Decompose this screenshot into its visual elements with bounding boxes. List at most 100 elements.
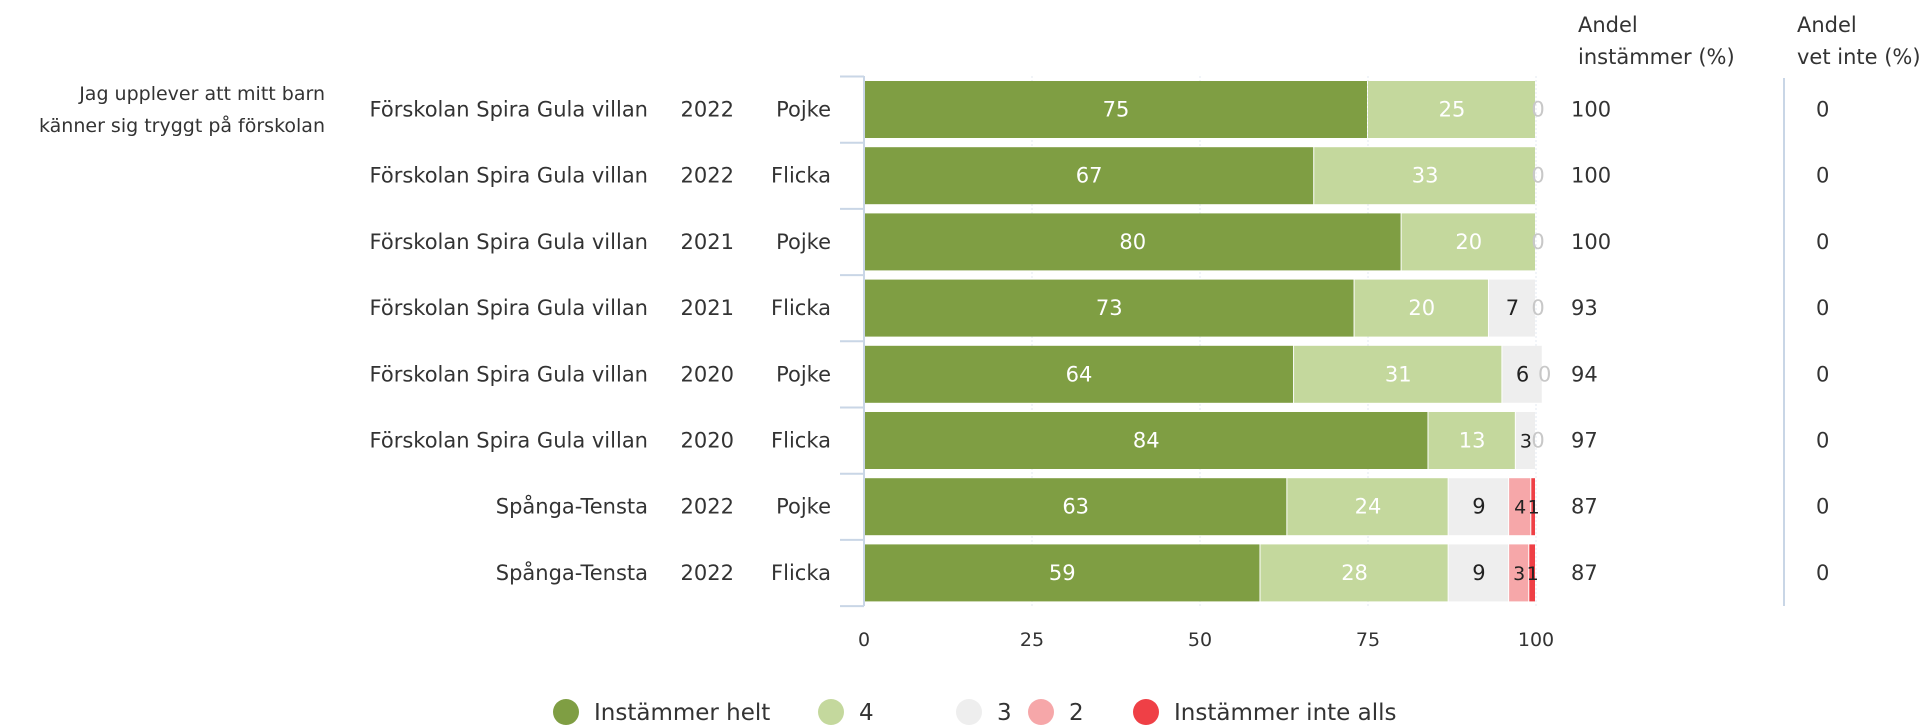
x-tick-label: 50 <box>1188 629 1212 651</box>
andel-instammer-value: 87 <box>1571 561 1598 585</box>
legend-label: Instämmer helt <box>594 700 770 726</box>
bar-value-label: 0 <box>1531 230 1544 254</box>
bar-value-label: 3 <box>1520 431 1532 453</box>
bar-segment <box>864 279 1354 337</box>
header-andel-instammer-line-2: instämmer (%) <box>1578 45 1735 69</box>
legend-label: Instämmer inte alls <box>1174 700 1397 726</box>
question-line-1: Jag upplever att mitt barn <box>78 83 325 105</box>
andel-vet-inte-value: 0 <box>1816 429 1829 453</box>
bar-segment <box>1515 412 1535 469</box>
row-gender-label: Flicka <box>771 296 831 320</box>
bar-value-label: 1 <box>1527 563 1539 585</box>
legend-swatch <box>553 699 579 725</box>
row-gender-label: Pojke <box>776 362 831 386</box>
bar-value-label: 75 <box>1103 98 1130 122</box>
x-tick-label: 0 <box>858 629 870 651</box>
bar-value-label: 0 <box>1531 429 1544 453</box>
bar-segment <box>864 478 1287 536</box>
legend-label: 4 <box>859 700 874 726</box>
andel-instammer-value: 93 <box>1571 296 1598 320</box>
row-unit-label: Förskolan Spira Gula villan <box>370 230 648 254</box>
row-year-label: 2021 <box>681 230 734 254</box>
bar-value-label: 80 <box>1119 230 1146 254</box>
row-unit-label: Förskolan Spira Gula villan <box>370 98 648 122</box>
andel-instammer-value: 94 <box>1571 362 1598 386</box>
row-unit-label: Förskolan Spira Gula villan <box>370 296 648 320</box>
row-year-label: 2020 <box>681 429 734 453</box>
row-gender-label: Pojke <box>776 495 831 519</box>
row-gender-label: Flicka <box>771 561 831 585</box>
andel-instammer-value: 97 <box>1571 429 1598 453</box>
row-labels: Förskolan Spira Gula villan 2022 Pojke 100 0… <box>370 98 1830 585</box>
bars: 75 25 067 33 080 20 073 20 7 064 31 6 084 13 3 063 24 9 4 1… <box>864 81 1551 602</box>
row-unit-label: Spånga-Tensta <box>496 560 648 585</box>
bar-segment <box>1287 478 1448 536</box>
bar-segment <box>1401 213 1535 271</box>
bar-value-label: 67 <box>1076 164 1103 188</box>
bar-segment <box>864 81 1367 138</box>
header-andel-instammer-line-1: Andel <box>1578 13 1638 37</box>
bar-value-label: 20 <box>1455 230 1482 254</box>
row-year-label: 2022 <box>681 561 734 585</box>
bar-value-label: 1 <box>1528 497 1540 519</box>
bar-value-label: 6 <box>1516 362 1529 386</box>
legend-swatch <box>818 699 844 725</box>
row-unit-label: Förskolan Spira Gula villan <box>370 164 648 188</box>
bar-value-label: 24 <box>1355 495 1382 519</box>
andel-vet-inte-value: 0 <box>1816 296 1829 320</box>
header-andel-vet-inte-line-1: Andel <box>1797 13 1857 37</box>
bar-value-label: 20 <box>1408 296 1435 320</box>
legend-label: 2 <box>1069 700 1084 726</box>
andel-instammer-value: 87 <box>1571 495 1598 519</box>
bar-value-label: 3 <box>1513 563 1525 585</box>
bar-segment <box>1531 478 1535 536</box>
row-year-label: 2022 <box>681 164 734 188</box>
header-andel-vet-inte-line-2: vet inte (%) <box>1797 45 1921 69</box>
bar-segment <box>1509 544 1529 602</box>
andel-vet-inte-value: 0 <box>1816 362 1829 386</box>
column-headers: Jag upplever att mitt barn känner sig tr… <box>39 13 1921 606</box>
x-tick-label: 100 <box>1518 629 1554 651</box>
row-gender-label: Pojke <box>776 98 831 122</box>
row-year-label: 2022 <box>681 98 734 122</box>
bar-value-label: 28 <box>1341 561 1368 585</box>
row-gender-label: Flicka <box>771 164 831 188</box>
question-line-2: känner sig tryggt på förskolan <box>39 114 325 137</box>
bar-segment <box>864 213 1401 271</box>
bar-value-label: 13 <box>1459 429 1486 453</box>
row-year-label: 2022 <box>681 495 734 519</box>
bar-value-label: 31 <box>1385 362 1412 386</box>
row-gender-label: Flicka <box>771 429 831 453</box>
andel-vet-inte-value: 0 <box>1816 98 1829 122</box>
bar-value-label: 0 <box>1531 98 1544 122</box>
legend-swatch <box>1028 699 1054 725</box>
bar-value-label: 84 <box>1133 429 1160 453</box>
bar-segment <box>1314 147 1535 205</box>
bar-segment <box>1428 412 1515 469</box>
andel-vet-inte-value: 0 <box>1816 495 1829 519</box>
bar-value-label: 25 <box>1439 98 1466 122</box>
andel-instammer-value: 100 <box>1571 230 1611 254</box>
bar-segment <box>1502 345 1542 403</box>
bar-segment <box>1488 279 1535 337</box>
bar-segment <box>1448 478 1509 536</box>
bar-value-label: 4 <box>1514 497 1526 519</box>
legend-swatch <box>1133 699 1159 725</box>
andel-instammer-value: 100 <box>1571 98 1611 122</box>
andel-vet-inte-value: 0 <box>1816 230 1829 254</box>
bar-value-label: 9 <box>1472 495 1485 519</box>
bar-value-label: 33 <box>1412 164 1439 188</box>
bar-segment <box>864 544 1260 602</box>
bar-segment <box>1260 544 1448 602</box>
bar-segment <box>864 345 1294 403</box>
bar-value-label: 59 <box>1049 561 1076 585</box>
bar-value-label: 73 <box>1096 296 1123 320</box>
bar-value-label: 7 <box>1506 296 1519 320</box>
x-tick-label: 25 <box>1020 629 1044 651</box>
bar-segment <box>1529 544 1535 602</box>
bar-segment <box>1354 279 1488 337</box>
row-unit-label: Spånga-Tensta <box>496 494 648 519</box>
bar-segment <box>1294 345 1502 403</box>
bar-value-label: 0 <box>1538 362 1551 386</box>
